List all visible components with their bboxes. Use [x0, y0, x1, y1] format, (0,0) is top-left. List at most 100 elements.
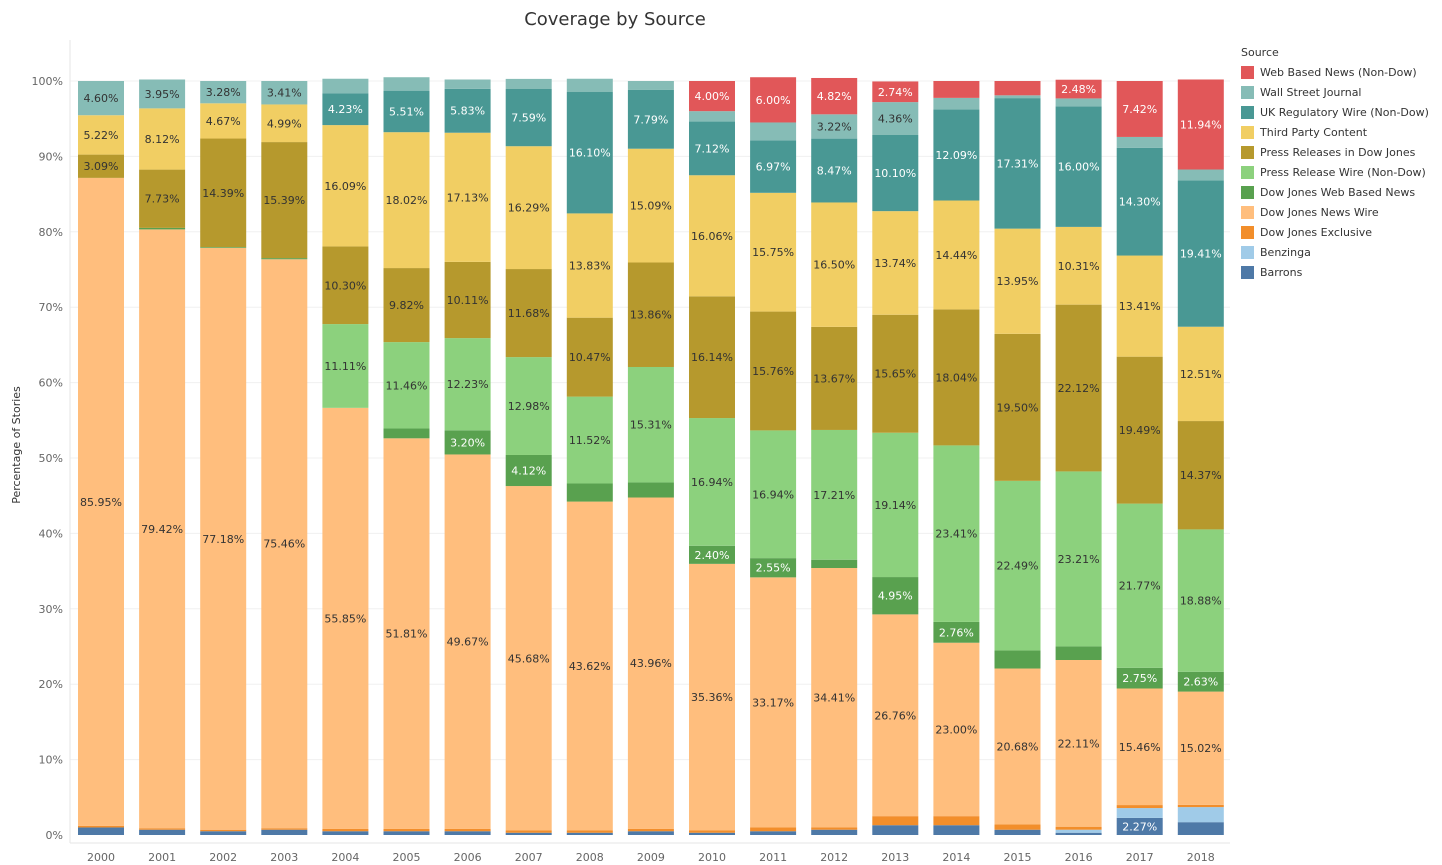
bar-segment[interactable] [322, 324, 369, 408]
bar-segment[interactable] [1055, 471, 1102, 647]
bar-segment[interactable] [139, 79, 186, 109]
bar-segment[interactable] [689, 121, 735, 176]
bar-segment[interactable] [689, 830, 735, 833]
bar-segment[interactable] [78, 177, 124, 826]
bar-segment[interactable] [505, 269, 552, 358]
bar-segment[interactable] [261, 259, 308, 829]
bar-segment[interactable] [1116, 81, 1163, 137]
bar-segment[interactable] [933, 445, 980, 622]
bar-segment[interactable] [383, 342, 430, 429]
bar-segment[interactable] [750, 827, 797, 832]
bar-segment[interactable] [627, 366, 674, 483]
bar-segment[interactable] [1055, 304, 1102, 472]
bar-segment[interactable] [811, 138, 858, 203]
bar-segment[interactable] [261, 829, 308, 835]
bar-segment[interactable] [1116, 503, 1163, 668]
bar-segment[interactable] [627, 262, 674, 367]
bar-segment[interactable] [872, 614, 919, 817]
legend-item[interactable]: Dow Jones News Wire [1241, 202, 1429, 222]
bar-segment[interactable] [322, 828, 369, 832]
bar-segment[interactable] [505, 486, 552, 831]
bar-segment[interactable] [811, 568, 858, 828]
bar-segment[interactable] [200, 831, 247, 835]
legend-item[interactable]: Wall Street Journal [1241, 82, 1429, 102]
bar-segment[interactable] [1055, 226, 1102, 305]
bar-segment[interactable] [811, 827, 858, 830]
bar-segment[interactable] [811, 429, 858, 560]
bar-segment[interactable] [689, 418, 735, 546]
bar-segment[interactable] [933, 816, 980, 826]
bar-segment[interactable] [1116, 817, 1163, 835]
bar-segment[interactable] [1116, 688, 1163, 806]
bar-segment[interactable] [200, 81, 247, 104]
bar-segment[interactable] [994, 333, 1041, 481]
bar-segment[interactable] [566, 832, 613, 835]
bar-segment[interactable] [689, 81, 735, 112]
bar-segment[interactable] [933, 81, 980, 98]
bar-segment[interactable] [78, 154, 124, 178]
bar-segment[interactable] [566, 830, 613, 833]
bar-segment[interactable] [750, 192, 797, 312]
bar-segment[interactable] [139, 829, 186, 835]
bar-segment[interactable] [261, 828, 308, 830]
bar-segment[interactable] [872, 102, 919, 135]
bar-segment[interactable] [933, 97, 980, 110]
bar-segment[interactable] [1116, 147, 1163, 256]
bar-segment[interactable] [383, 438, 430, 829]
bar-segment[interactable] [627, 89, 674, 149]
bar-segment[interactable] [933, 621, 980, 643]
bar-segment[interactable] [78, 81, 124, 116]
bar-segment[interactable] [627, 81, 674, 90]
bar-segment[interactable] [566, 317, 613, 397]
bar-segment[interactable] [689, 563, 735, 831]
bar-segment[interactable] [933, 200, 980, 310]
bar-segment[interactable] [139, 828, 186, 830]
bar-segment[interactable] [505, 832, 552, 835]
bar-segment[interactable] [627, 497, 674, 829]
bar-segment[interactable] [444, 79, 491, 89]
bar-segment[interactable] [139, 108, 186, 170]
bar-segment[interactable] [811, 77, 858, 115]
bar-segment[interactable] [1055, 79, 1102, 99]
bar-segment[interactable] [78, 115, 124, 155]
bar-segment[interactable] [383, 428, 430, 439]
bar-segment[interactable] [872, 577, 919, 615]
bar-segment[interactable] [505, 146, 552, 270]
bar-segment[interactable] [383, 828, 430, 832]
bar-segment[interactable] [750, 311, 797, 431]
bar-segment[interactable] [1177, 169, 1224, 181]
bar-segment[interactable] [139, 227, 186, 230]
bar-segment[interactable] [994, 480, 1041, 651]
bar-segment[interactable] [444, 132, 491, 262]
bar-segment[interactable] [261, 104, 308, 143]
bar-segment[interactable] [994, 81, 1041, 96]
bar-segment[interactable] [1177, 421, 1224, 530]
bar-segment[interactable] [689, 111, 735, 122]
bar-segment[interactable] [383, 77, 430, 91]
bar-segment[interactable] [689, 832, 735, 835]
bar-segment[interactable] [1177, 691, 1224, 805]
bar-segment[interactable] [933, 825, 980, 835]
bar-segment[interactable] [1055, 829, 1102, 833]
bar-segment[interactable] [1116, 255, 1163, 357]
bar-segment[interactable] [811, 202, 858, 327]
bar-segment[interactable] [444, 831, 491, 835]
bar-segment[interactable] [872, 825, 919, 835]
bar-segment[interactable] [505, 830, 552, 833]
bar-segment[interactable] [750, 558, 797, 578]
bar-segment[interactable] [566, 396, 613, 484]
bar-segment[interactable] [750, 831, 797, 835]
bar-segment[interactable] [383, 132, 430, 269]
bar-segment[interactable] [505, 454, 552, 487]
bar-segment[interactable] [689, 545, 735, 564]
bar-segment[interactable] [872, 134, 919, 212]
bar-segment[interactable] [322, 407, 369, 829]
bar-segment[interactable] [566, 78, 613, 93]
bar-segment[interactable] [1055, 832, 1102, 835]
bar-segment[interactable] [994, 98, 1041, 229]
bar-segment[interactable] [1116, 805, 1163, 809]
bar-segment[interactable] [627, 482, 674, 498]
bar-segment[interactable] [872, 211, 919, 315]
bar-segment[interactable] [1055, 646, 1102, 660]
bar-segment[interactable] [200, 103, 247, 139]
